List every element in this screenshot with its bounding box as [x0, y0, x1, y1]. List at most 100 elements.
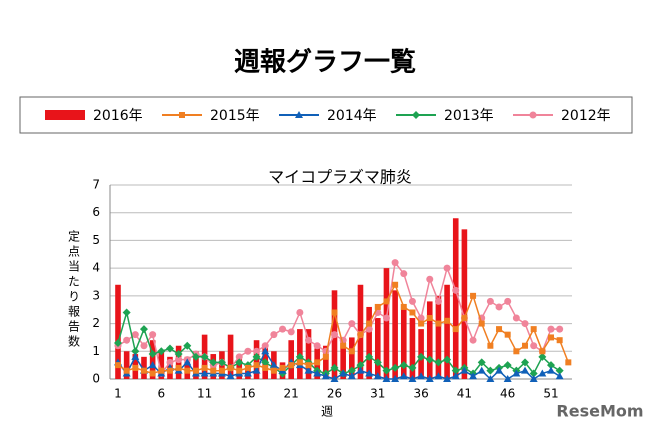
line	[117, 312, 561, 375]
marker	[252, 366, 261, 374]
marker	[392, 281, 399, 288]
marker	[269, 361, 278, 369]
bar	[115, 284, 121, 379]
line	[117, 349, 561, 381]
marker	[530, 326, 537, 333]
bar	[227, 334, 234, 379]
bar	[426, 301, 433, 379]
bar	[461, 229, 468, 379]
marker	[279, 364, 286, 371]
marker	[165, 344, 174, 353]
marker	[408, 363, 417, 372]
watermark: ReseMom	[556, 402, 643, 421]
marker	[443, 355, 452, 364]
bar	[383, 268, 390, 379]
bar	[323, 345, 329, 379]
marker	[157, 347, 166, 356]
marker	[348, 320, 356, 328]
marker	[357, 331, 364, 338]
marker	[548, 334, 554, 341]
marker	[417, 314, 425, 322]
marker	[322, 353, 329, 360]
marker	[399, 361, 408, 370]
marker	[452, 286, 460, 294]
legend-marker	[529, 111, 537, 119]
legend-label: 2013年	[444, 108, 494, 124]
bar	[149, 340, 156, 379]
y-tick-label: 0	[92, 372, 100, 386]
marker	[200, 352, 209, 361]
marker	[331, 309, 338, 316]
marker	[503, 361, 512, 370]
x-tick-label: 6	[157, 387, 165, 401]
marker	[512, 369, 521, 377]
marker	[487, 342, 494, 349]
legend-swatch	[45, 110, 85, 120]
y-tick-label: 5	[92, 233, 100, 247]
marker	[460, 366, 469, 374]
marker	[279, 325, 287, 333]
y-axis-label: 定点当たり報告数	[67, 229, 81, 350]
bar	[444, 284, 450, 379]
marker	[530, 342, 538, 350]
legend-label: 2014年	[327, 108, 377, 124]
legend-label: 2012年	[561, 108, 611, 124]
marker	[503, 375, 512, 382]
marker	[365, 325, 373, 333]
marker	[426, 275, 434, 283]
bar	[400, 306, 407, 379]
bar	[375, 318, 381, 379]
y-tick-label: 2	[92, 316, 100, 330]
marker	[149, 331, 157, 339]
legend-label: 2016年	[93, 108, 143, 124]
marker	[191, 352, 200, 361]
x-tick-label: 21	[284, 387, 299, 401]
marker	[443, 264, 451, 272]
marker	[270, 367, 277, 374]
marker	[382, 375, 391, 382]
x-tick-label: 51	[543, 387, 558, 401]
marker	[434, 372, 443, 380]
marker	[399, 372, 408, 380]
bar	[435, 295, 442, 379]
marker	[184, 367, 191, 374]
marker	[417, 352, 426, 361]
marker	[262, 364, 269, 371]
marker	[391, 363, 400, 372]
marker	[495, 303, 503, 311]
x-tick-label: 31	[370, 387, 385, 401]
marker	[478, 320, 485, 327]
marker	[521, 320, 529, 328]
marker	[158, 367, 165, 374]
marker	[470, 292, 477, 299]
marker	[166, 367, 173, 374]
marker	[331, 331, 338, 339]
line	[117, 260, 560, 376]
marker	[365, 352, 374, 361]
marker	[382, 314, 390, 322]
marker	[382, 366, 391, 375]
marker	[174, 350, 183, 359]
marker	[477, 358, 486, 367]
y-tick-label: 4	[92, 261, 100, 275]
marker	[486, 375, 495, 382]
marker	[183, 358, 192, 366]
marker	[175, 356, 183, 364]
marker	[296, 359, 303, 366]
marker	[252, 352, 261, 361]
bar	[193, 351, 199, 379]
marker	[529, 375, 538, 382]
marker	[565, 359, 572, 366]
bar	[452, 218, 459, 379]
x-axis-label: 週	[321, 405, 333, 419]
marker	[356, 361, 365, 370]
marker	[139, 325, 148, 334]
marker	[313, 342, 321, 350]
marker	[469, 372, 478, 380]
marker	[270, 331, 278, 339]
x-tick-label: 1	[114, 387, 122, 401]
marker	[547, 325, 555, 333]
marker	[425, 355, 434, 364]
marker	[253, 347, 261, 355]
